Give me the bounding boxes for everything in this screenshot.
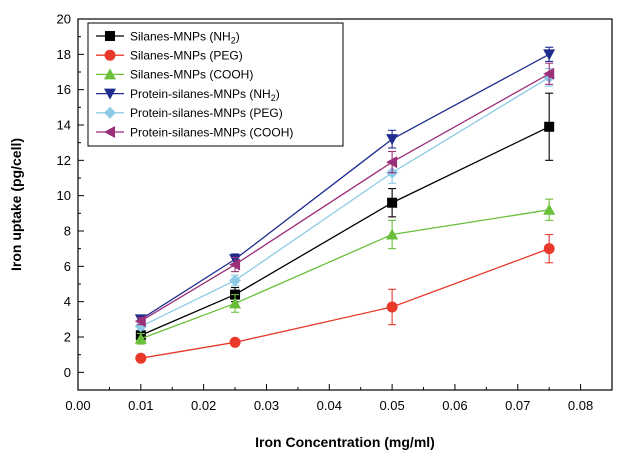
data-point — [543, 243, 555, 255]
legend-label: Silanes-MNPs (PEG) — [130, 49, 243, 63]
x-tick-label: 0.08 — [568, 398, 593, 413]
data-point — [386, 134, 399, 146]
data-point — [134, 315, 146, 328]
legend-marker — [104, 49, 116, 61]
axes-layer: 0.00 0.01 0.02 0.03 0.04 0.05 0.06 0.07 0.08 0 2 4 6… — [57, 12, 613, 413]
legend-label: Protein-silanes-MNPs (COOH) — [130, 125, 293, 139]
legend-label: Protein-silanes-MNPs (NH2) — [130, 87, 280, 103]
data-point — [229, 336, 241, 348]
legend-marker — [104, 126, 115, 138]
series-line — [140, 126, 550, 336]
series-3 — [134, 198, 556, 345]
x-tick-label: 0.05 — [379, 398, 404, 413]
x-tick-label: 0.00 — [65, 398, 90, 413]
legend-marker — [104, 68, 116, 80]
x-tick-label: 0.07 — [505, 398, 530, 413]
series-layer — [134, 46, 556, 364]
series-line — [140, 76, 550, 327]
legend-label: Protein-silanes-MNPs (PEG) — [130, 106, 283, 120]
data-point — [387, 197, 398, 208]
series-2 — [135, 233, 555, 364]
x-tick-label: 0.03 — [254, 398, 279, 413]
legend-label: Silanes-MNPs (COOH) — [130, 68, 253, 82]
legend-label: Silanes-MNPs (NH2) — [130, 29, 240, 45]
x-tick-label: 0.04 — [317, 398, 342, 413]
legend: Silanes-MNPs (NH2) Silanes-MNPs (PEG) Sila… — [87, 22, 344, 147]
legend-marker — [105, 31, 115, 41]
y-tick-label: 10 — [57, 188, 71, 203]
legend-entry: Protein-silanes-MNPs (NH2) — [96, 87, 280, 103]
legend-entry: Protein-silanes-MNPs (COOH) — [96, 125, 293, 139]
data-point — [543, 203, 556, 215]
legend-entry: Protein-silanes-MNPs (PEG) — [96, 106, 283, 120]
data-point — [386, 301, 398, 313]
legend-marker — [104, 88, 116, 100]
y-tick-label: 8 — [64, 224, 71, 239]
legend-entry: Silanes-MNPs (NH2) — [96, 29, 240, 45]
data-point — [544, 121, 555, 132]
series-6 — [134, 62, 555, 328]
y-tick-label: 2 — [64, 330, 71, 345]
data-point — [386, 228, 399, 240]
x-tick-label: 0.06 — [442, 398, 467, 413]
data-point — [229, 297, 242, 309]
y-tick-label: 14 — [57, 118, 71, 133]
legend-box — [87, 22, 344, 147]
legend-entry: Silanes-MNPs (PEG) — [96, 49, 243, 63]
data-point — [543, 67, 555, 80]
x-axis-title: Iron Concentration (mg/ml) — [255, 434, 435, 450]
x-tick-label: 0.02 — [191, 398, 216, 413]
y-tick-label: 12 — [57, 153, 71, 168]
y-tick-label: 18 — [57, 47, 71, 62]
y-tick-label: 0 — [64, 365, 71, 380]
y-tick-label: 4 — [64, 294, 71, 309]
plot-frame — [77, 18, 613, 391]
y-axis-title: Iron uptake (pg/cell) — [8, 138, 24, 271]
y-tick-label: 6 — [64, 259, 71, 274]
data-point — [134, 332, 147, 344]
x-tick-label: 0.01 — [128, 398, 153, 413]
data-point — [229, 274, 242, 287]
y-tick-label: 16 — [57, 82, 71, 97]
series-line — [140, 209, 550, 340]
y-tick-label: 20 — [57, 12, 71, 27]
series-line — [140, 53, 550, 320]
data-point — [386, 156, 398, 169]
series-line — [140, 73, 550, 322]
data-point — [135, 352, 147, 364]
data-point — [229, 258, 241, 271]
series-line — [140, 248, 550, 359]
data-point — [543, 49, 556, 61]
legend-entry: Silanes-MNPs (COOH) — [96, 68, 253, 82]
legend-marker — [104, 106, 116, 119]
